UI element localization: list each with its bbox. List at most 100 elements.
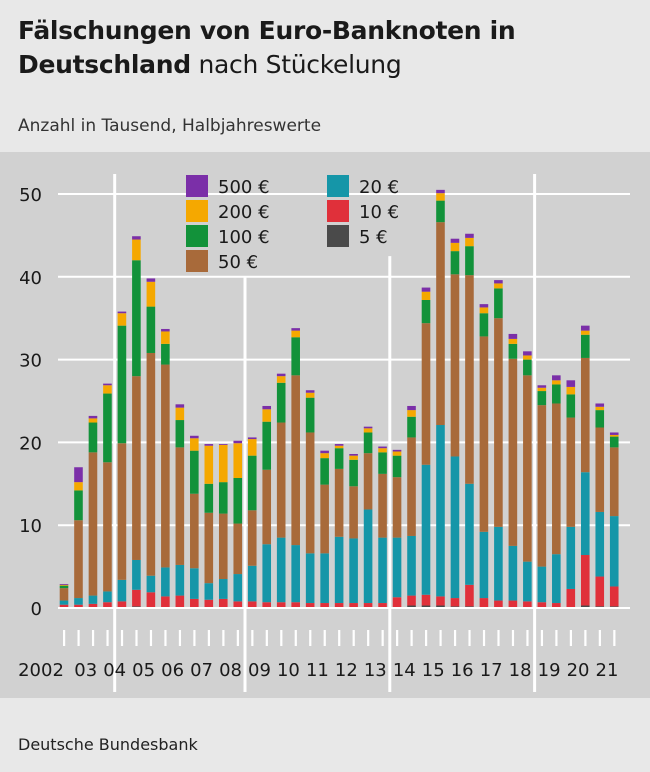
bar-17-segment-10 (305, 603, 315, 608)
bar-37-segment-200 (595, 406, 605, 411)
x-tick-label: 19 (538, 660, 561, 681)
legend-label-5: 5 € (359, 227, 388, 248)
x-tick-label: 21 (596, 660, 619, 681)
bar-25-segment-10 (421, 594, 431, 606)
bar-8-segment-200 (175, 407, 185, 421)
bar-3-segment-100 (103, 393, 112, 463)
bar-23-segment-500 (392, 449, 402, 452)
bar-24-segment-500 (407, 405, 416, 411)
bar-8-segment-50 (175, 447, 185, 565)
bar-21-segment-100 (363, 432, 373, 454)
bar-22-segment-20 (378, 537, 387, 604)
legend-swatch-50 (186, 250, 208, 272)
bar-30-segment-10 (494, 600, 503, 608)
bar-20-segment-50 (349, 486, 358, 539)
x-tick-mark (381, 630, 384, 646)
x-tick-mark (598, 630, 601, 646)
bar-11-segment-20 (218, 579, 228, 599)
bar-28-segment-20 (465, 483, 474, 585)
bar-38-segment-500 (609, 432, 619, 435)
bar-35-segment-50 (566, 417, 576, 527)
legend-swatch-20 (327, 175, 349, 197)
bar-25-segment-200 (421, 291, 431, 300)
legend-swatch-10 (327, 200, 349, 222)
y-tick-label: 40 (19, 268, 42, 289)
bar-0-segment-100 (59, 585, 69, 589)
bar-1-segment-10 (74, 604, 83, 608)
bar-27-segment-500 (450, 238, 460, 243)
bar-7-segment-100 (161, 343, 170, 365)
bar-30-segment-50 (494, 318, 503, 527)
bar-19-segment-100 (334, 448, 344, 469)
bar-33-segment-20 (537, 566, 547, 603)
x-tick-label: 18 (509, 660, 532, 681)
x-tick-mark (251, 630, 254, 646)
bar-6-segment-500 (146, 278, 156, 282)
x-tick-mark (468, 630, 471, 646)
bar-18-segment-500 (320, 450, 329, 454)
bar-20-segment-500 (349, 453, 358, 456)
bar-3-segment-50 (103, 462, 112, 592)
bar-28-segment-100 (465, 246, 474, 276)
x-tick-label: 10 (277, 660, 300, 681)
legend-label-200: 200 € (218, 202, 270, 223)
y-tick-label: 10 (19, 516, 42, 537)
legend-label-20: 20 € (359, 177, 399, 198)
x-tick-mark (77, 630, 80, 646)
bar-7-segment-10 (161, 596, 170, 608)
x-tick-label: 04 (103, 660, 126, 681)
x-tick-label: 12 (335, 660, 358, 681)
bar-14-segment-100 (262, 421, 272, 470)
bar-5-segment-50 (132, 376, 141, 560)
x-tick-mark (309, 630, 312, 646)
x-tick-label: 2002 (18, 660, 64, 681)
bar-26-segment-200 (436, 193, 445, 201)
bar-19-segment-10 (334, 603, 344, 608)
legend-label-500: 500 € (218, 177, 270, 198)
bar-34-segment-50 (552, 403, 561, 555)
x-tick-label: 14 (393, 660, 416, 681)
bar-3-segment-10 (103, 602, 112, 608)
bar-31-segment-200 (508, 338, 518, 344)
x-tick-mark (135, 630, 138, 646)
bar-10-segment-500 (204, 444, 214, 446)
bar-38-segment-200 (609, 434, 619, 437)
bar-32-segment-50 (523, 375, 532, 562)
x-tick-label: 11 (306, 660, 329, 681)
x-tick-label: 08 (219, 660, 242, 681)
bar-35-segment-200 (566, 386, 576, 395)
bar-22-segment-500 (378, 446, 387, 449)
stacked-bar-chart: 0 10 20 30 40 50 2002 03 04 05 06 07 08 09 10 11 12 13 14 1… (18, 174, 630, 692)
bar-11-segment-50 (218, 513, 228, 580)
bar-8-segment-500 (175, 404, 185, 408)
bar-26-segment-10 (436, 596, 445, 606)
x-tick-label: 06 (161, 660, 184, 681)
bar-6-segment-10 (146, 592, 156, 608)
bar-1-segment-50 (74, 520, 83, 599)
bar-32-segment-20 (523, 561, 532, 602)
bar-23-segment-50 (392, 477, 402, 538)
bar-30-segment-20 (494, 526, 503, 601)
x-tick-mark (540, 630, 544, 646)
bar-32-segment-100 (523, 359, 532, 376)
bar-36-segment-500 (580, 325, 590, 331)
legend-swatch-5 (327, 225, 349, 247)
x-tick-mark (106, 630, 109, 646)
bar-1-segment-20 (74, 598, 83, 605)
bar-20-segment-200 (349, 455, 358, 460)
bar-0-segment-200 (59, 584, 69, 586)
x-tick-mark (425, 630, 428, 646)
bar-12-segment-200 (233, 443, 243, 479)
bar-33-segment-500 (537, 385, 547, 388)
x-tick-label: 16 (451, 660, 474, 681)
bar-37-segment-500 (595, 403, 605, 407)
x-tick-mark (367, 630, 370, 646)
bar-34-segment-200 (552, 380, 561, 385)
bar-2-segment-500 (88, 415, 98, 419)
bar-36-segment-10 (580, 555, 590, 606)
bar-19-segment-20 (334, 536, 344, 604)
x-tick-label: 07 (190, 660, 213, 681)
bar-2-segment-200 (88, 418, 98, 423)
bar-29-segment-100 (479, 313, 489, 337)
bar-24-segment-10 (407, 595, 416, 606)
